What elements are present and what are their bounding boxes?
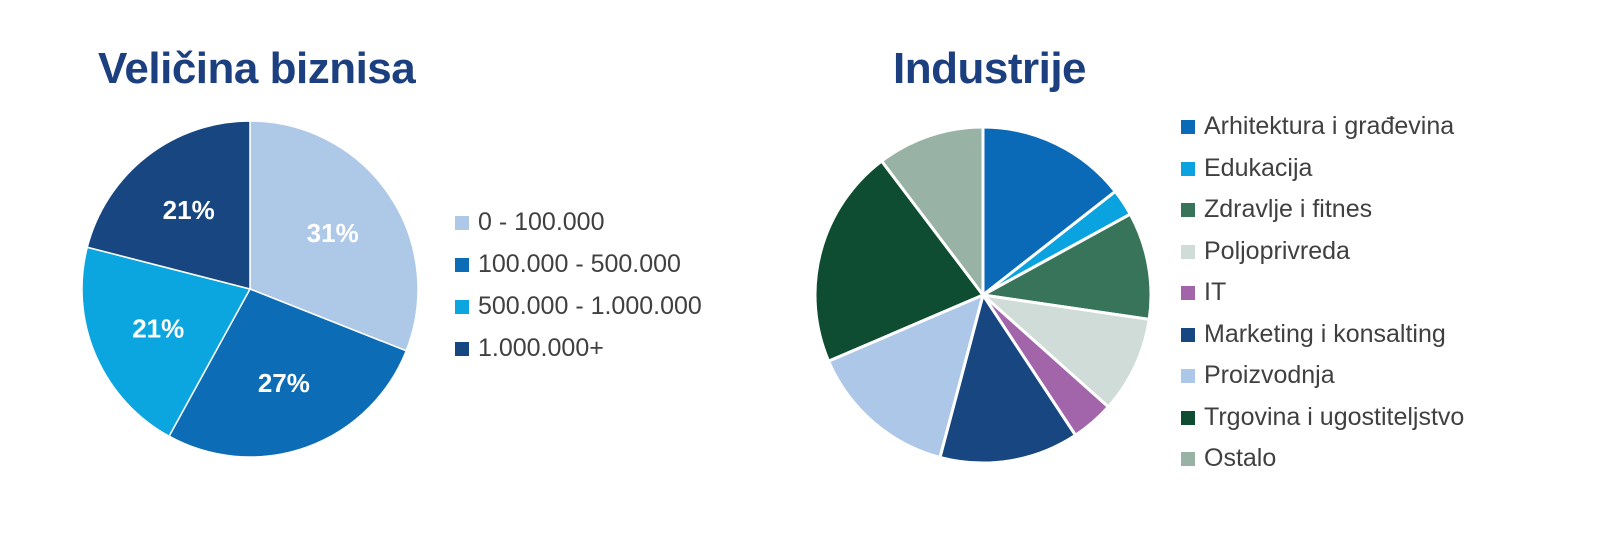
- pie-slice-marketing-i-konsalting: [938, 293, 1077, 465]
- legend-swatch: [1181, 286, 1195, 300]
- legend-swatch: [455, 216, 469, 230]
- legend-swatch: [1181, 120, 1195, 134]
- legend-label: 1.000.000+: [478, 334, 604, 362]
- legend-label: Edukacija: [1204, 153, 1313, 182]
- legend-swatch: [455, 258, 469, 272]
- legend-label: 0 - 100.000: [478, 208, 605, 236]
- legend-swatch: [455, 342, 469, 356]
- pie-slice-zdravlje-i-fitnes: [981, 212, 1153, 321]
- data-label-100-000-500-000: 27%: [258, 368, 310, 398]
- legend-label: Arhitektura i građevina: [1204, 112, 1455, 140]
- pie-slice-ostalo: [880, 125, 985, 297]
- legend-swatch: [1181, 203, 1195, 217]
- legend-swatch: [1181, 161, 1195, 176]
- pie-slice-poljoprivreda: [981, 293, 1151, 409]
- legend-swatch: [1181, 452, 1195, 466]
- pie-slice-0-100-000: [249, 120, 419, 352]
- legend-label: Poljoprivreda: [1204, 236, 1350, 265]
- legend-label: Ostalo: [1204, 444, 1277, 472]
- data-label-0-100-000: 31%: [307, 218, 359, 248]
- chart-title-industries: Industrije: [893, 44, 1087, 93]
- legend-swatch: [455, 300, 469, 314]
- pie-slice-proizvodnja: [827, 293, 985, 459]
- legend-label: 500.000 - 1.000.000: [478, 292, 702, 320]
- chart-title-business-size: Veličina biznisa: [98, 44, 416, 93]
- legend-label: Marketing i konsalting: [1204, 319, 1446, 348]
- legend-swatch: [1181, 244, 1195, 259]
- legend-label: Proizvodnja: [1204, 361, 1335, 389]
- legend-label: IT: [1204, 278, 1227, 306]
- pie-slice-1-000-000: [86, 120, 251, 290]
- legend-label: Zdravlje i fitnes: [1204, 195, 1373, 223]
- data-label-1-000-000: 21%: [163, 195, 215, 225]
- pie-slice-500-000-1-000-000: [81, 246, 251, 437]
- pie-slice-trgovina-i-ugostiteljstvo: [813, 159, 985, 363]
- legend-swatch: [1181, 327, 1195, 342]
- pie-slice-100-000-500-000: [168, 288, 407, 458]
- legend-swatch: [1181, 369, 1195, 383]
- pie-slice-arhitektura-i-gra-evina: [981, 125, 1117, 297]
- data-label-500-000-1-000-000: 21%: [132, 314, 184, 344]
- legend-label: Trgovina i ugostiteljstvo: [1204, 402, 1465, 431]
- legend-swatch: [1181, 410, 1195, 425]
- legend-label: 100.000 - 500.000: [478, 250, 681, 278]
